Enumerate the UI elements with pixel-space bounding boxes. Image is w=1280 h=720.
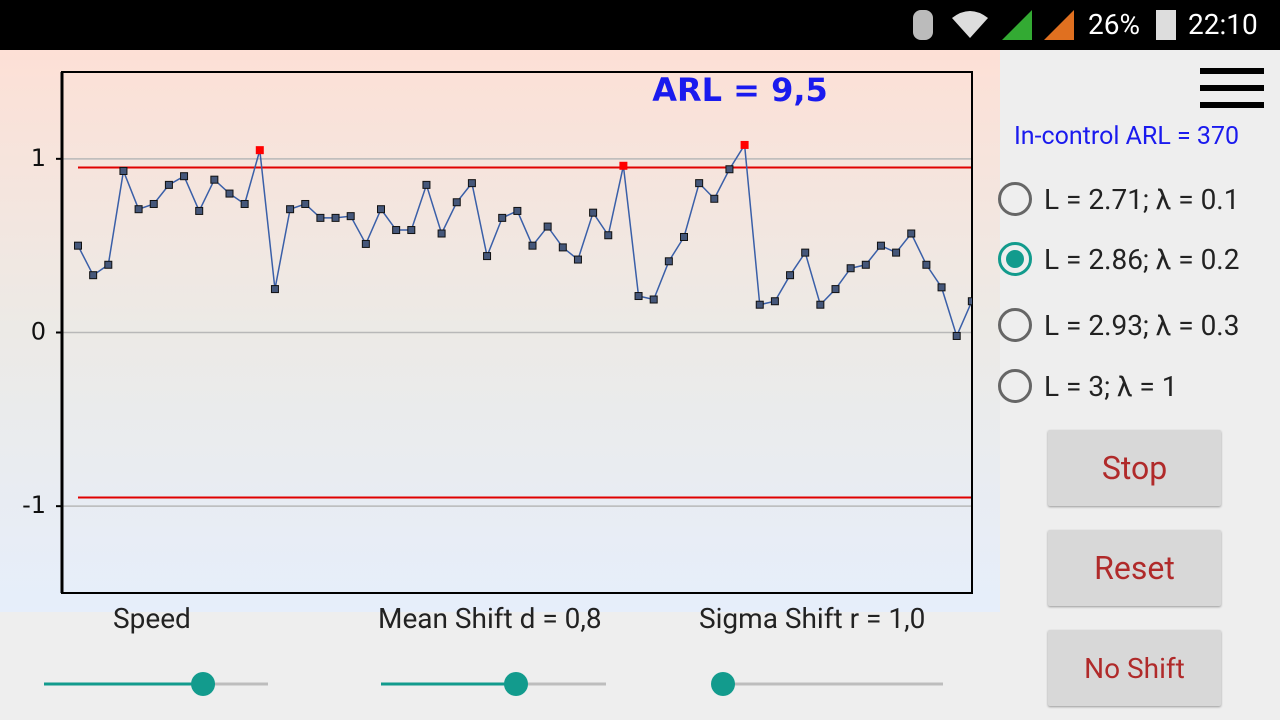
clock: 22:10 [1188,8,1258,41]
data-point [892,248,901,257]
data-point [831,285,840,294]
data-point [695,179,704,188]
data-point [513,206,522,215]
radio-label: L = 2.71; λ = 0.1 [1044,182,1240,216]
data-point [573,255,582,264]
status-icons [913,10,1176,40]
battery-text: 26% [1088,8,1140,41]
chart-background [0,50,1000,612]
radio-option[interactable]: L = 2.93; λ = 0.3 [998,300,1239,350]
data-point [846,264,855,273]
button[interactable]: Stop [1048,430,1221,506]
data-point [346,212,355,221]
data-point [331,213,340,222]
y-tick-label: 1 [31,144,46,172]
button[interactable]: Reset [1048,530,1221,606]
data-point [664,257,673,266]
data-point [967,297,972,306]
radio-label: L = 3; λ = 1 [1044,369,1178,403]
radio-option[interactable]: L = 2.71; λ = 0.1 [998,174,1239,224]
data-point [558,243,567,252]
data-point [922,260,931,269]
slider-thumb[interactable] [191,672,216,696]
slider-label: Speed [113,602,191,635]
data-point [725,165,734,174]
data-point [240,199,249,208]
slider[interactable] [381,672,606,696]
radio-button[interactable] [998,369,1032,403]
data-point [755,300,764,309]
data-point [286,205,295,214]
y-tick-label: 0 [31,318,46,346]
data-point [361,239,370,248]
data-point [392,226,401,235]
data-point [740,140,749,149]
arl-annotation: ARL = 9,5 [652,71,828,109]
data-point [210,175,219,184]
data-point [907,229,916,238]
data-point [770,297,779,306]
status-bar: 26% 22:10 [0,0,1280,50]
data-point [649,295,658,304]
data-point [104,260,113,269]
data-point [937,283,946,292]
radio-label: L = 2.93; λ = 0.3 [1044,308,1240,342]
radio-button[interactable] [998,242,1032,276]
menu-button[interactable] [1200,68,1264,108]
slider-label: Mean Shift d = 0,8 [378,602,602,635]
data-point [149,199,158,208]
data-point [634,292,643,301]
data-point [786,271,795,280]
data-point [134,205,143,214]
data-point [876,241,885,250]
data-point [543,222,552,231]
data-point [437,229,446,238]
data-point [498,213,507,222]
data-point [801,248,810,257]
radio-button[interactable] [998,182,1032,216]
sliders [44,672,943,696]
data-point [619,161,628,170]
slider-label: Sigma Shift r = 1,0 [699,602,926,635]
chart: ARL = 9,5 -1 0 1 [22,71,973,594]
data-point [301,199,310,208]
data-point [270,285,279,294]
slider[interactable] [44,672,268,696]
slider-thumb[interactable] [504,672,528,696]
data-point [180,172,189,181]
data-point [255,146,264,155]
data-point [861,260,870,269]
data-point [164,180,173,189]
data-point [89,271,98,280]
radio-label: L = 2.86; λ = 0.2 [1044,242,1240,276]
data-point [422,180,431,189]
slider-thumb[interactable] [711,672,735,696]
data-point [680,232,688,241]
radio-option[interactable]: L = 3; λ = 1 [998,361,1177,411]
data-point [225,189,234,198]
data-point [407,226,416,235]
plot-area [74,140,972,340]
radio-button[interactable] [998,308,1032,342]
data-point [816,300,825,309]
data-point [452,198,461,207]
slider[interactable] [711,672,943,696]
data-point [589,208,598,217]
data-point [952,331,961,340]
data-point [74,241,82,250]
data-point [710,194,719,203]
data-point [467,179,476,188]
data-point [377,205,385,214]
y-tick-label: -1 [22,491,46,519]
data-point [316,213,325,222]
data-point [528,241,537,250]
data-point [483,252,492,261]
button[interactable]: No Shift [1048,630,1221,706]
data-point [119,166,128,175]
data-point [604,231,613,240]
in-control-arl: In-control ARL = 370 [1014,122,1240,151]
data-point [195,206,204,215]
radio-option[interactable]: L = 2.86; λ = 0.2 [998,234,1239,284]
